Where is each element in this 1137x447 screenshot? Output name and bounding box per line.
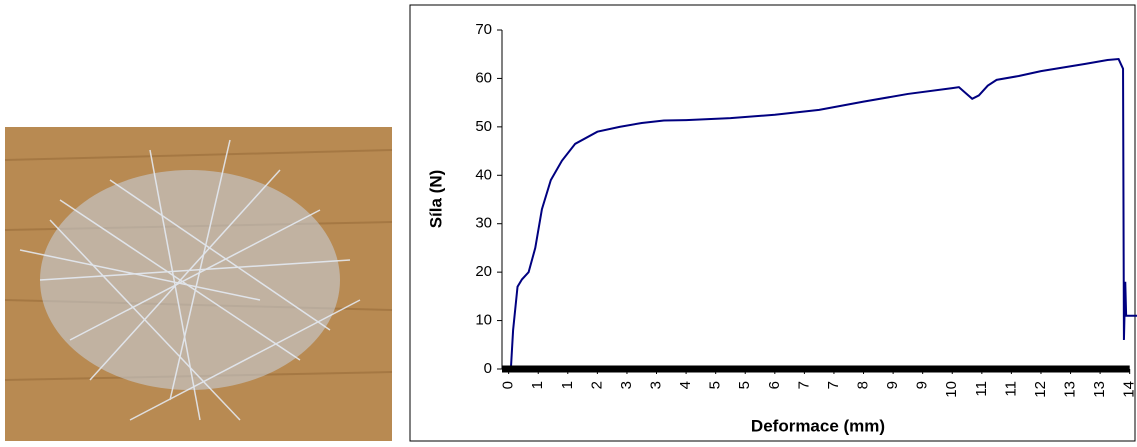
y-axis-title: Síla (N) — [426, 170, 445, 229]
y-tick-label: 70 — [475, 21, 492, 38]
x-tick-label: 1 — [559, 381, 576, 389]
y-tick-label: 20 — [475, 263, 492, 280]
x-tick-label: 3 — [647, 381, 664, 389]
y-tick-label: 50 — [475, 118, 492, 135]
y-tick-label: 60 — [475, 69, 492, 86]
x-tick-label: 11 — [973, 381, 990, 397]
x-tick-label: 9 — [884, 381, 901, 389]
x-tick-label: 14 — [1121, 381, 1137, 398]
y-tick-label: 30 — [475, 215, 492, 232]
x-tick-label: 4 — [677, 381, 694, 389]
x-tick-label: 2 — [588, 381, 605, 389]
x-tick-label: 9 — [914, 381, 931, 389]
page: Síla (N) Deformace (mm) 0 10 20 30 40 50 60 70 0… — [0, 0, 1137, 447]
x-tick-label: 11 — [1002, 381, 1019, 397]
x-tick-label: 7 — [825, 381, 842, 389]
x-tick-label: 5 — [707, 381, 724, 389]
figure: Síla (N) Deformace (mm) 0 10 20 30 40 50 60 70 0… — [0, 0, 1137, 447]
x-tick-label: 5 — [736, 381, 753, 389]
x-tick-label: 10 — [943, 381, 960, 398]
x-axis-title: Deformace (mm) — [751, 416, 885, 435]
x-tick-label: 12 — [1032, 381, 1049, 398]
x-tick-label: 6 — [766, 381, 783, 389]
chart-frame — [410, 5, 1135, 441]
x-tick-label: 3 — [618, 381, 635, 389]
x-tick-label: 8 — [855, 381, 872, 389]
y-tick-label: 0 — [484, 360, 492, 377]
x-tick-label: 13 — [1091, 381, 1108, 398]
x-tick-label: 0 — [500, 381, 517, 389]
x-tick-label: 1 — [529, 381, 546, 389]
x-tick-label: 7 — [795, 381, 812, 389]
photo — [5, 127, 392, 441]
y-tick-label: 10 — [475, 312, 492, 329]
x-tick-label: 13 — [1062, 381, 1079, 398]
y-tick-label: 40 — [475, 166, 492, 183]
